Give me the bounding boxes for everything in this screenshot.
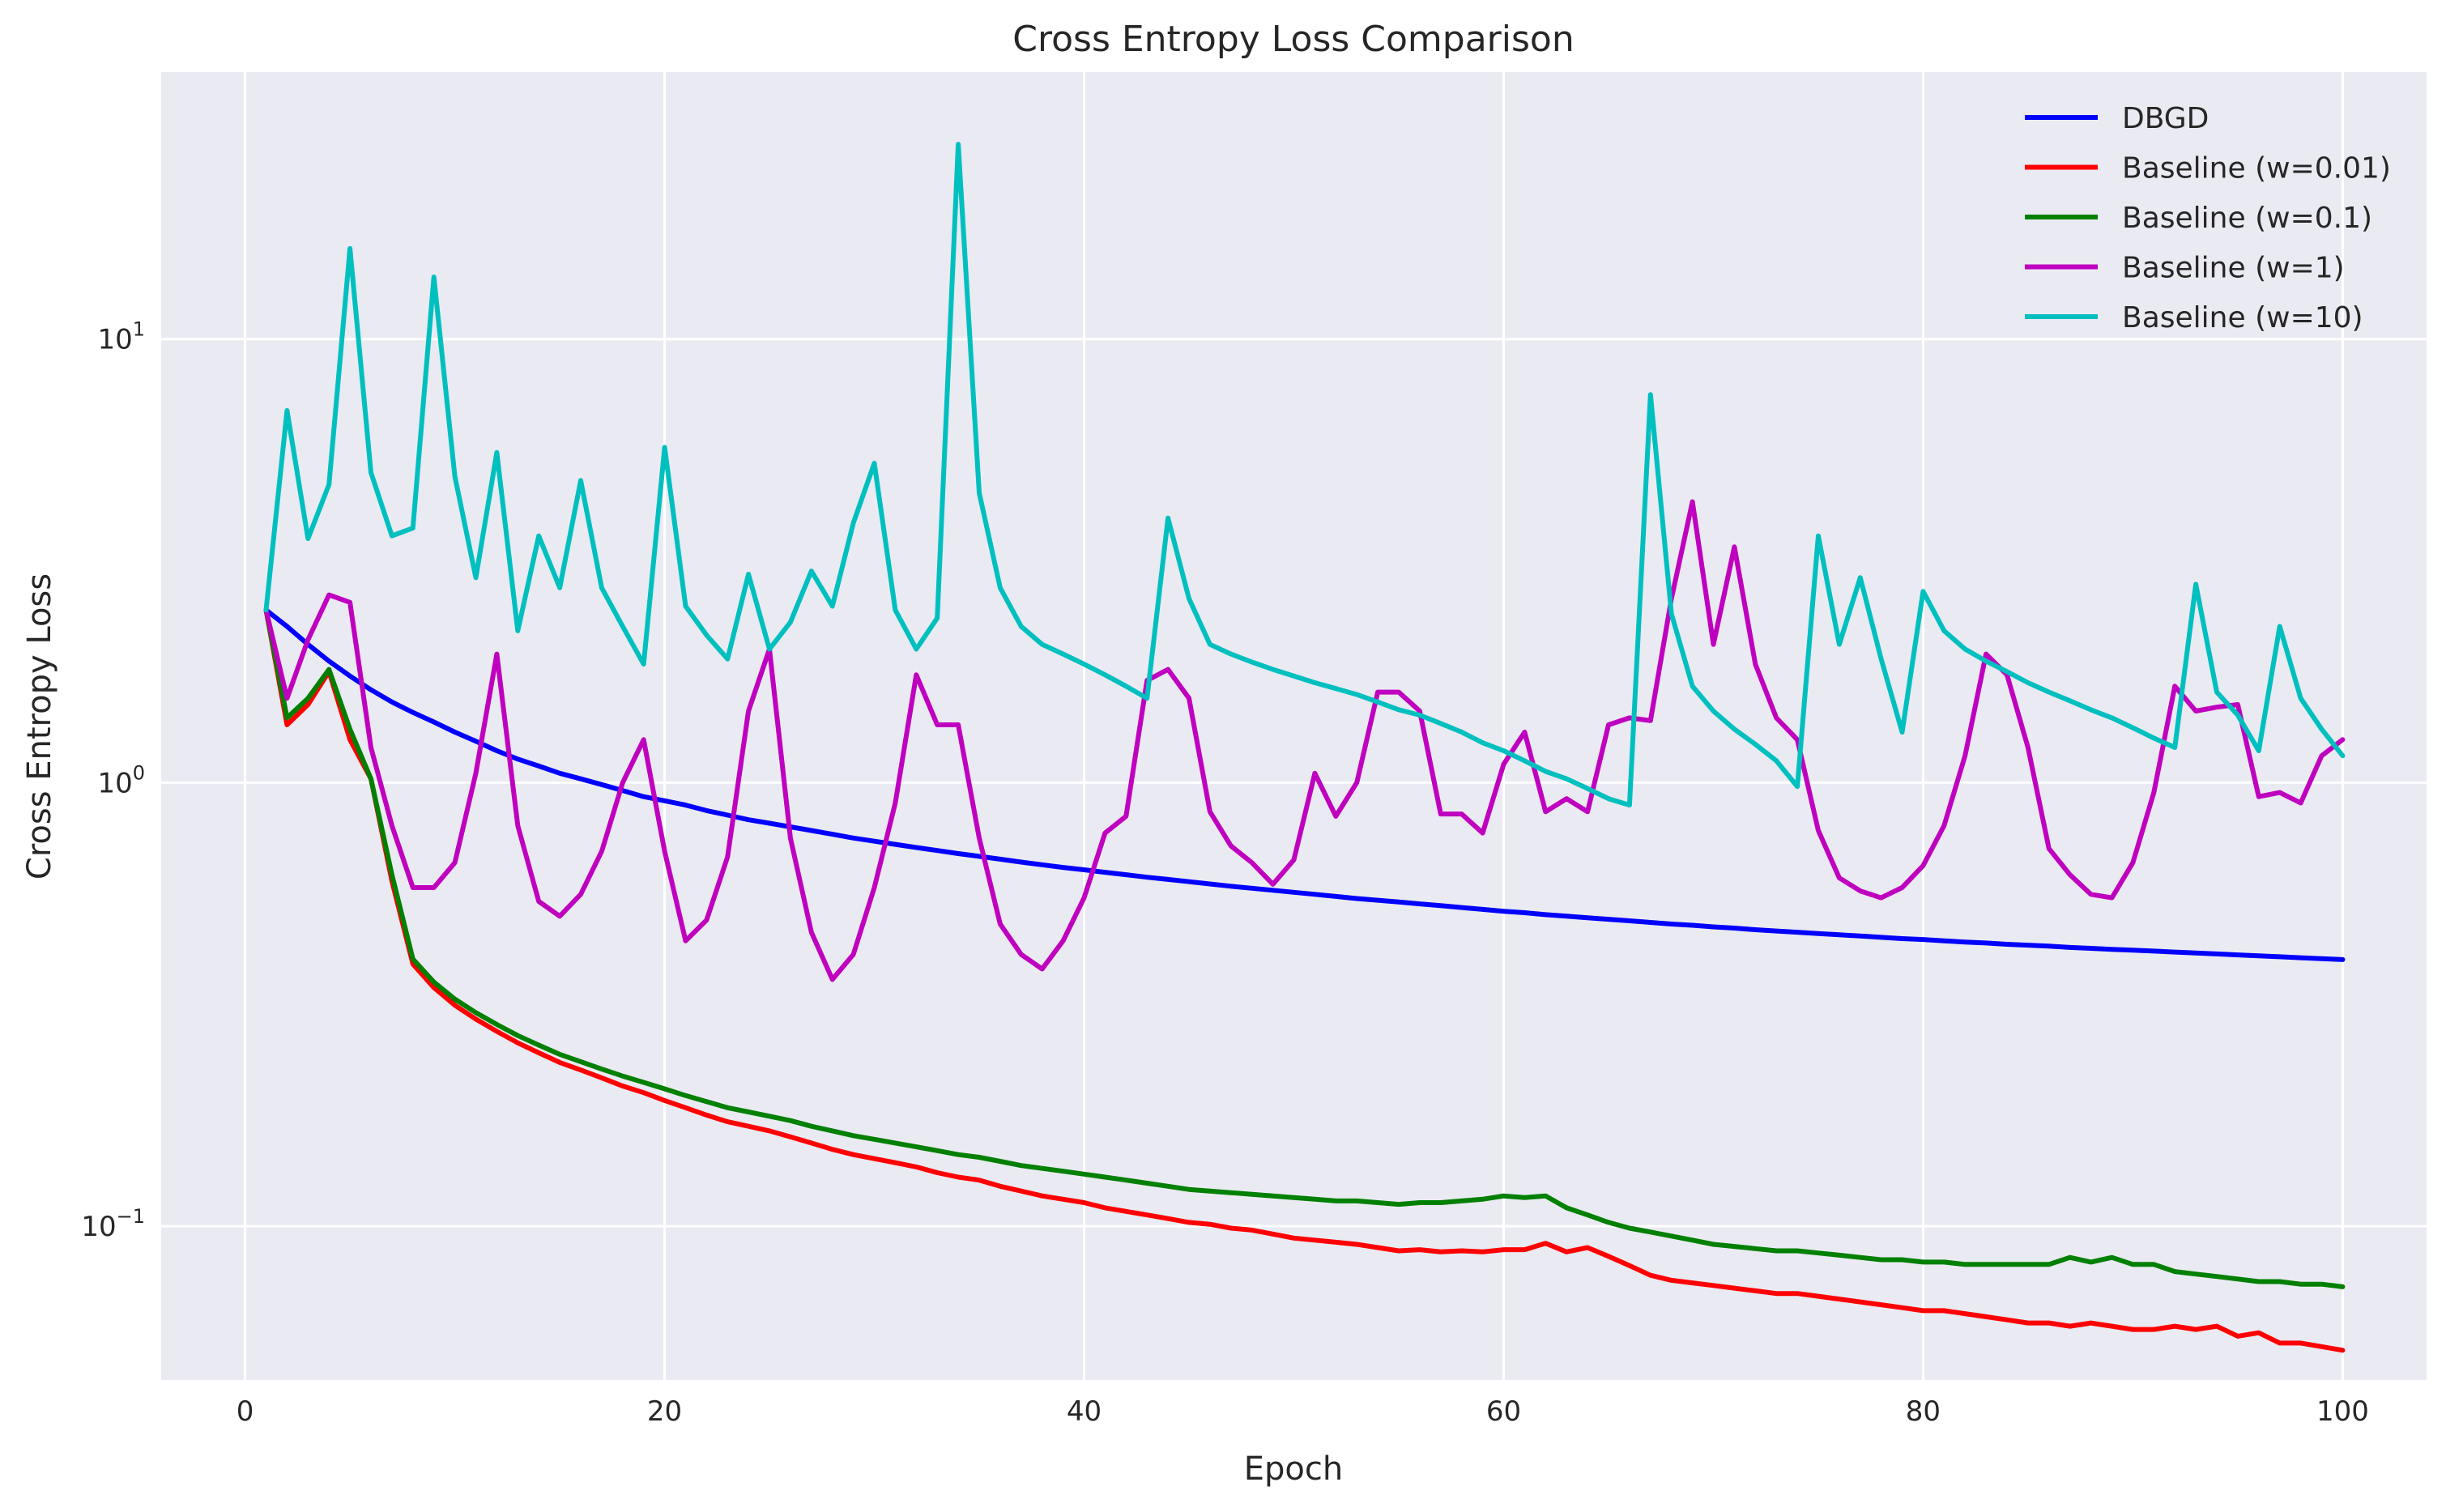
x-axis-label: Epoch: [1244, 1450, 1343, 1488]
y-axis-label: Cross Entropy Loss: [21, 573, 58, 880]
legend-label-baseline-w-0-01: Baseline (w=0.01): [2122, 152, 2391, 185]
series-layer: [263, 142, 2346, 1353]
legend-label-dbgd: DBGD: [2122, 102, 2209, 135]
x-axis-ticks: 0 20 40 60 80 100: [237, 1395, 2369, 1428]
y-tick-label: 101: [97, 318, 145, 356]
x-tick-label: 0: [237, 1395, 254, 1428]
y-tick-label: 100: [97, 761, 145, 799]
series-line-dbgd: [263, 607, 2346, 962]
x-tick-label: 100: [2316, 1395, 2369, 1428]
y-tick-exponent: 0: [133, 761, 145, 784]
y-tick-exponent: −1: [117, 1205, 145, 1228]
y-tick-base: 10: [81, 1211, 116, 1243]
legend-label-baseline-w-0-1: Baseline (w=0.1): [2122, 202, 2372, 235]
legend-label-baseline-w-10: Baseline (w=10): [2122, 301, 2363, 334]
grid-lines: [161, 72, 2427, 1380]
series-line-baseline-w-0-1: [263, 607, 2346, 1289]
y-tick-base: 10: [97, 767, 132, 799]
y-tick-label: 10−1: [81, 1205, 145, 1243]
y-tick-exponent: 1: [133, 318, 145, 341]
series-line-baseline-w-10: [263, 142, 2346, 808]
series-line-baseline-w-0-01: [263, 607, 2346, 1353]
legend-label-baseline-w-1: Baseline (w=1): [2122, 252, 2345, 285]
x-tick-label: 40: [1067, 1395, 1102, 1428]
plot-area: [161, 72, 2427, 1380]
legend: DBGD Baseline (w=0.01) Baseline (w=0.1) Bas…: [2025, 102, 2391, 334]
x-tick-label: 60: [1486, 1395, 1521, 1428]
y-tick-base: 10: [97, 324, 132, 356]
x-tick-label: 80: [1906, 1395, 1941, 1428]
x-tick-label: 20: [647, 1395, 682, 1428]
chart-title: Cross Entropy Loss Comparison: [1012, 19, 1574, 60]
